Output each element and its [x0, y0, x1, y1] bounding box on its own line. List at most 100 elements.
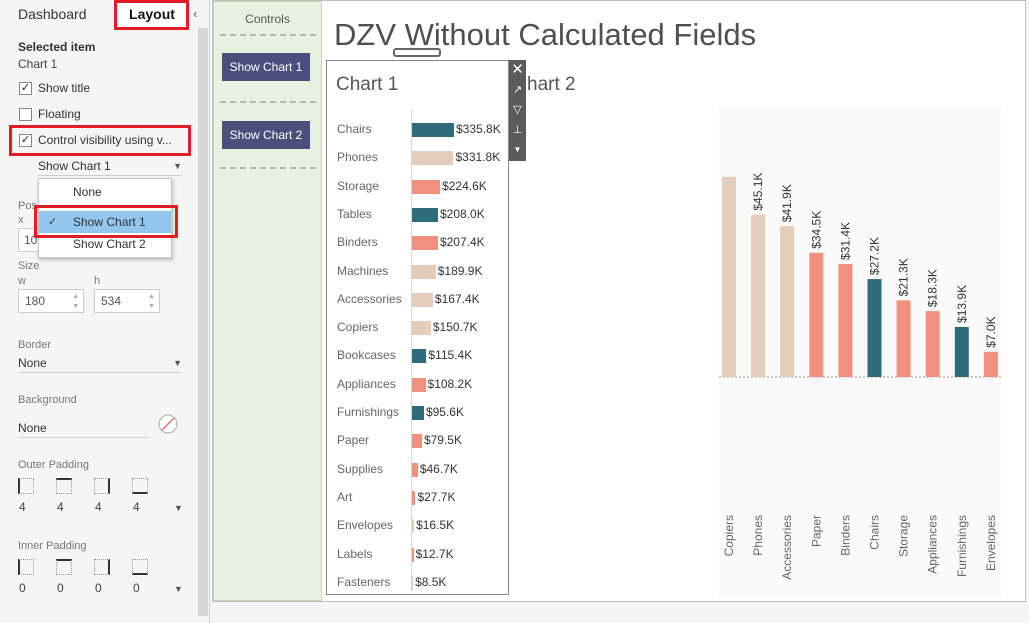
- inner-pad-left[interactable]: 0: [19, 581, 26, 595]
- chart-2-category-label: Phones: [751, 515, 765, 556]
- divider: [220, 34, 316, 36]
- show-title-label: Show title: [38, 81, 91, 95]
- w-label: w: [18, 275, 26, 287]
- chart-1-bar[interactable]: [412, 575, 414, 590]
- pin-icon[interactable]: ⊥: [512, 124, 523, 136]
- chart-1-value-label: $208.0K: [440, 206, 485, 221]
- chart-1-category-label: Tables: [337, 206, 372, 221]
- chart-1-bar[interactable]: [412, 264, 436, 279]
- chart-2-category-label: Storage: [897, 515, 911, 557]
- show-chart-1-button[interactable]: Show Chart 1: [222, 53, 310, 81]
- chart-1-value-label: $12.7K: [415, 546, 454, 561]
- inner-pad-bottom[interactable]: 0: [133, 581, 140, 595]
- chart-2-bar[interactable]: [954, 326, 969, 377]
- chart-1-sheet[interactable]: Chart 1 Chairs $335.8K Phones $331.8K Storag…: [326, 60, 509, 595]
- chart-2-plot-bg: [719, 107, 1001, 597]
- caret-down-icon: ▼: [173, 358, 182, 368]
- height-input[interactable]: 534 ▲ ▼: [94, 289, 160, 313]
- chart-2-bar[interactable]: [751, 214, 766, 377]
- chart-2-bar[interactable]: [983, 351, 998, 377]
- goto-sheet-icon[interactable]: ↗: [512, 84, 523, 96]
- chart-1-value-label: $46.7K: [419, 461, 458, 476]
- dropdown-option-show-chart-2[interactable]: Show Chart 2: [73, 237, 146, 251]
- no-color-icon[interactable]: [157, 413, 179, 435]
- chart-2-category-label: Envelopes: [984, 515, 998, 571]
- chart-2-sheet[interactable]: Copiers $45.1K Phones $41.9K Accessories $34.…: [509, 107, 1001, 597]
- outer-pad-top[interactable]: 4: [57, 500, 64, 514]
- chart-2-bar[interactable]: [925, 311, 940, 377]
- chart-1-category-label: Supplies: [337, 461, 384, 476]
- chart-1-bar[interactable]: [412, 434, 422, 449]
- chart-1-category-label: Paper: [337, 433, 370, 448]
- tab-layout[interactable]: Layout: [116, 0, 188, 28]
- visibility-select[interactable]: Show Chart 1 ▼: [38, 156, 182, 176]
- chart-2-value-label: $31.4K: [838, 222, 852, 260]
- chart-2-bar[interactable]: [780, 226, 795, 377]
- chart-2-value-label: $45.1K: [751, 173, 765, 211]
- more-options-icon[interactable]: ▼: [513, 145, 522, 154]
- dropdown-option-none[interactable]: None: [73, 185, 102, 199]
- chart-1-bar[interactable]: [412, 179, 441, 194]
- caret-down-icon[interactable]: ▼: [174, 584, 183, 594]
- chart-1-value-label: $27.7K: [417, 489, 456, 504]
- control-visibility-checkbox[interactable]: ✓: [19, 134, 32, 147]
- chart-2-value-label: $21.3K: [897, 258, 911, 296]
- selected-item-name: Chart 1: [18, 57, 58, 71]
- tab-dashboard[interactable]: Dashboard: [18, 6, 87, 22]
- chart-2-category-label: Chairs: [868, 515, 882, 550]
- panel-scrollbar[interactable]: [198, 28, 208, 616]
- chart-1-category-label: Appliances: [337, 376, 396, 391]
- inner-pad-right[interactable]: 0: [95, 581, 102, 595]
- dashboard-title: DZV Without Calculated Fields: [334, 17, 757, 52]
- chart-1-bar[interactable]: [412, 151, 454, 166]
- border-select[interactable]: None ▼: [18, 353, 182, 373]
- chart-1-bar[interactable]: [412, 547, 414, 562]
- chart-2-bar[interactable]: [722, 176, 736, 377]
- chart-1-bar[interactable]: [412, 207, 438, 222]
- chart-1-bar[interactable]: [412, 321, 431, 336]
- chart-1-bar[interactable]: [412, 490, 416, 505]
- outer-pad-right[interactable]: 4: [95, 500, 102, 514]
- chart-1-bar[interactable]: [412, 377, 426, 392]
- caret-down-icon: ▼: [173, 161, 182, 171]
- chart-1-bar[interactable]: [412, 462, 418, 477]
- chart-1-category-label: Fasteners: [337, 574, 391, 589]
- divider: [220, 101, 316, 103]
- control-visibility-label: Control visibility using v...: [38, 133, 172, 147]
- inner-padding-label: Inner Padding: [18, 540, 87, 552]
- caret-down-icon[interactable]: ▼: [174, 503, 183, 513]
- position-label: Pos: [18, 200, 37, 212]
- filter-icon[interactable]: ▽: [513, 104, 522, 116]
- dropdown-option-show-chart-1[interactable]: ✓ Show Chart 1: [39, 211, 171, 233]
- show-chart-2-button[interactable]: Show Chart 2: [222, 121, 310, 149]
- chart-2-bar[interactable]: [867, 279, 882, 377]
- chevron-left-icon[interactable]: ‹: [193, 6, 198, 21]
- chart-1-bar[interactable]: [412, 349, 427, 364]
- chart-1-category-label: Accessories: [337, 291, 402, 306]
- floating-checkbox[interactable]: [19, 108, 32, 121]
- highlight-control-visibility: [9, 125, 191, 156]
- show-title-checkbox[interactable]: ✓: [19, 82, 32, 95]
- chart-2-bar[interactable]: [838, 263, 853, 377]
- chart-1-bar[interactable]: [412, 292, 433, 307]
- outer-padding-label: Outer Padding: [18, 459, 89, 471]
- chart-2-bar[interactable]: [896, 300, 911, 377]
- width-input[interactable]: 180 ▲ ▼: [18, 289, 84, 313]
- chart-2-bar[interactable]: [809, 252, 824, 377]
- close-icon[interactable]: ✕: [511, 61, 524, 78]
- chart-1-bar[interactable]: [412, 519, 415, 534]
- background-select[interactable]: None: [18, 418, 150, 438]
- chart-1-category-label: Copiers: [337, 320, 379, 335]
- chart-1-category-label: Bookcases: [337, 348, 396, 363]
- drag-handle[interactable]: [393, 48, 441, 57]
- outer-pad-left[interactable]: 4: [19, 500, 26, 514]
- floating-label: Floating: [38, 107, 81, 121]
- inner-pad-top[interactable]: 0: [57, 581, 64, 595]
- chart-1-bar[interactable]: [412, 123, 454, 137]
- chart-1-bar[interactable]: [412, 406, 424, 420]
- chart-1-bar[interactable]: [412, 236, 438, 251]
- outer-pad-bottom[interactable]: 4: [133, 500, 140, 514]
- chart-1-axis-line: [411, 109, 412, 591]
- chart-2-category-label: Binders: [838, 515, 852, 556]
